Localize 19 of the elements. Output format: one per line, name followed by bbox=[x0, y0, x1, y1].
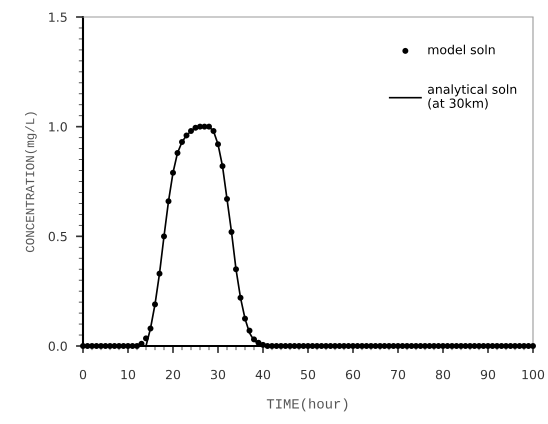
y-tick-label: 1.0 bbox=[49, 122, 67, 132]
x-tick-label: 20 bbox=[166, 370, 180, 380]
y-tick-label: 0.0 bbox=[48, 341, 67, 351]
x-tick-label: 60 bbox=[346, 370, 360, 380]
x-tick-label: 0 bbox=[80, 370, 86, 380]
legend-label: analytical soln (at 30km) bbox=[428, 84, 516, 110]
x-tick-label: 10 bbox=[121, 370, 136, 380]
y-tick-label: 1.5 bbox=[49, 12, 67, 22]
x-tick-label: 50 bbox=[301, 370, 316, 380]
x-tick-label: 40 bbox=[256, 370, 270, 380]
y-tick-label: 0.5 bbox=[48, 232, 67, 242]
x-tick-label: 70 bbox=[391, 370, 406, 380]
x-tick-label: 100 bbox=[522, 370, 544, 380]
x-tick-label: 80 bbox=[436, 370, 450, 380]
legend-label: model soln bbox=[428, 44, 495, 54]
x-tick-label: 90 bbox=[480, 370, 496, 380]
x-axis-title: TIME(hour) bbox=[266, 398, 348, 412]
x-tick-label: 30 bbox=[211, 370, 226, 380]
y-axis-title: CONCENTRATION(mg/L) bbox=[25, 112, 37, 252]
